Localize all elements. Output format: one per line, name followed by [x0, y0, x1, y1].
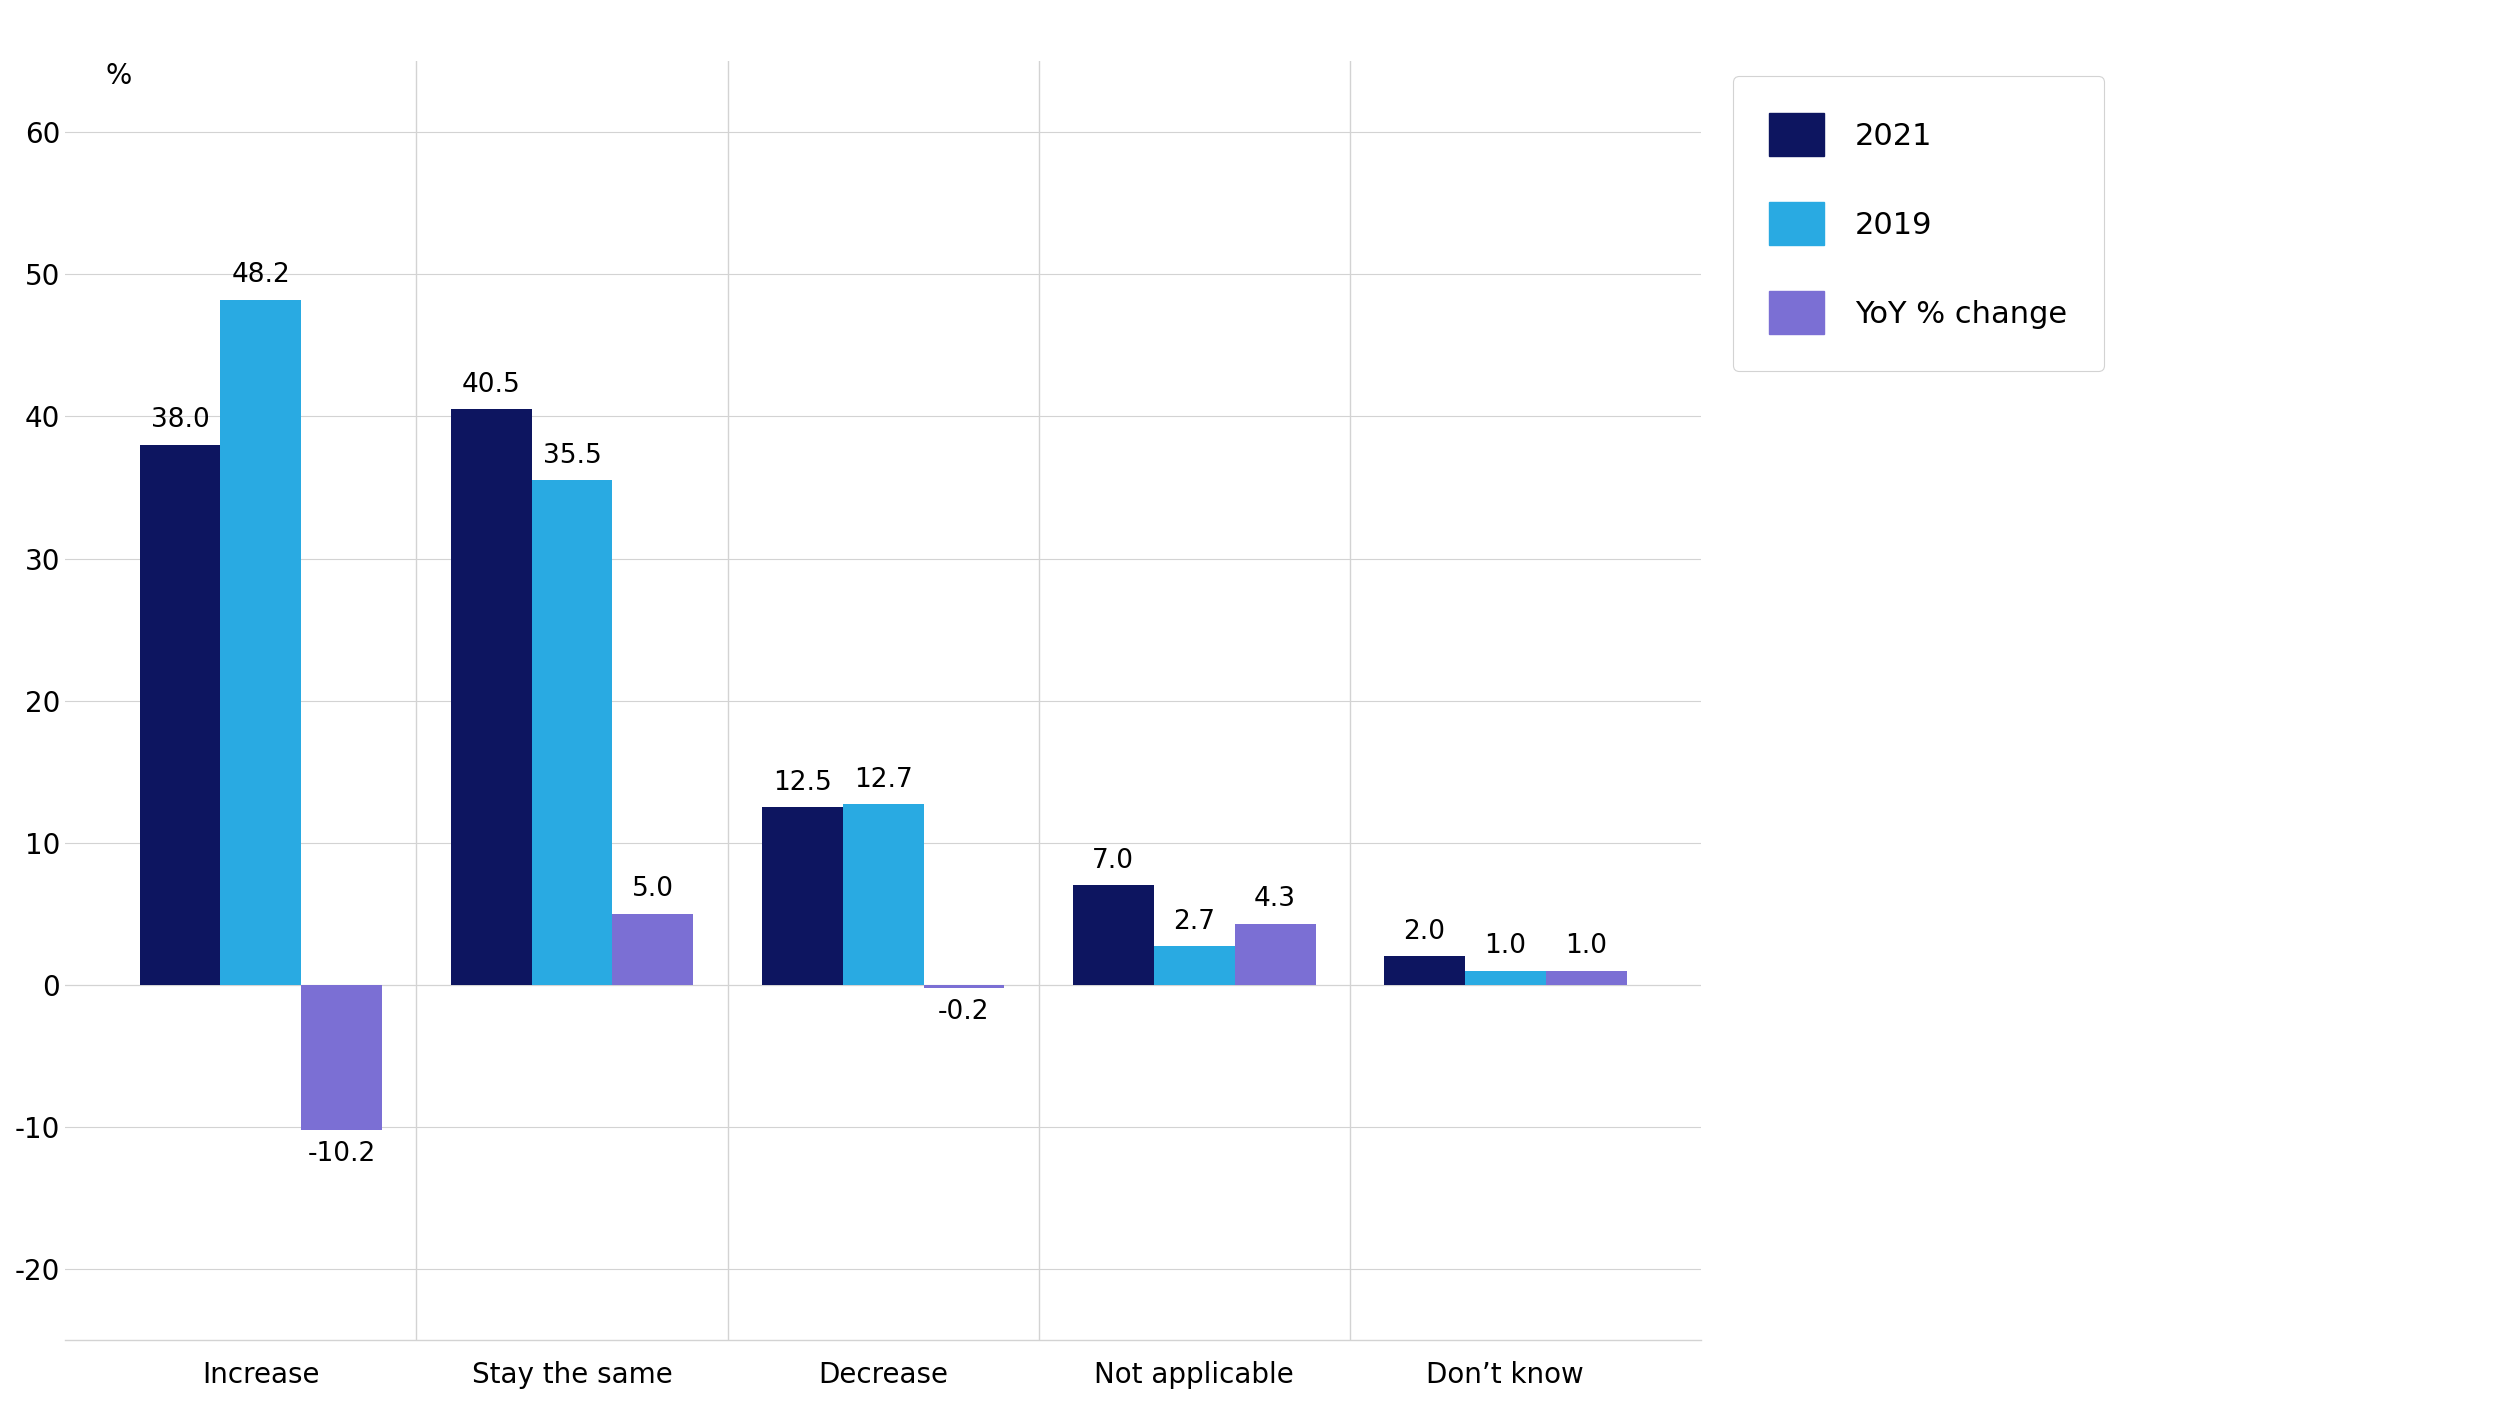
- Bar: [844, 804, 924, 984]
- Bar: [924, 984, 1003, 987]
- Bar: [1383, 956, 1465, 984]
- Bar: [1153, 946, 1236, 984]
- Text: 1.0: 1.0: [1485, 934, 1525, 959]
- Bar: [1236, 924, 1315, 984]
- Bar: [1545, 970, 1627, 984]
- Text: -10.2: -10.2: [307, 1141, 377, 1167]
- Legend: 2021, 2019, YoY % change: 2021, 2019, YoY % change: [1732, 76, 2104, 371]
- Text: 12.5: 12.5: [774, 769, 831, 796]
- Bar: [140, 445, 220, 984]
- Text: 1.0: 1.0: [1565, 934, 1607, 959]
- Bar: [452, 410, 532, 984]
- Text: -0.2: -0.2: [938, 1000, 991, 1025]
- Bar: [302, 984, 382, 1130]
- Text: 4.3: 4.3: [1253, 886, 1295, 913]
- Text: 12.7: 12.7: [854, 767, 914, 793]
- Bar: [1465, 970, 1545, 984]
- Bar: [532, 480, 612, 984]
- Bar: [612, 914, 694, 984]
- Bar: [1073, 886, 1153, 984]
- Text: 2.7: 2.7: [1173, 910, 1216, 935]
- Bar: [761, 807, 844, 984]
- Text: 38.0: 38.0: [150, 407, 210, 434]
- Text: 7.0: 7.0: [1093, 848, 1133, 875]
- Text: 35.5: 35.5: [542, 444, 602, 469]
- Text: 5.0: 5.0: [631, 876, 674, 903]
- Text: 40.5: 40.5: [462, 372, 522, 397]
- Text: 48.2: 48.2: [232, 263, 290, 288]
- Text: %: %: [105, 62, 132, 90]
- Bar: [220, 300, 302, 984]
- Text: 2.0: 2.0: [1403, 920, 1445, 945]
